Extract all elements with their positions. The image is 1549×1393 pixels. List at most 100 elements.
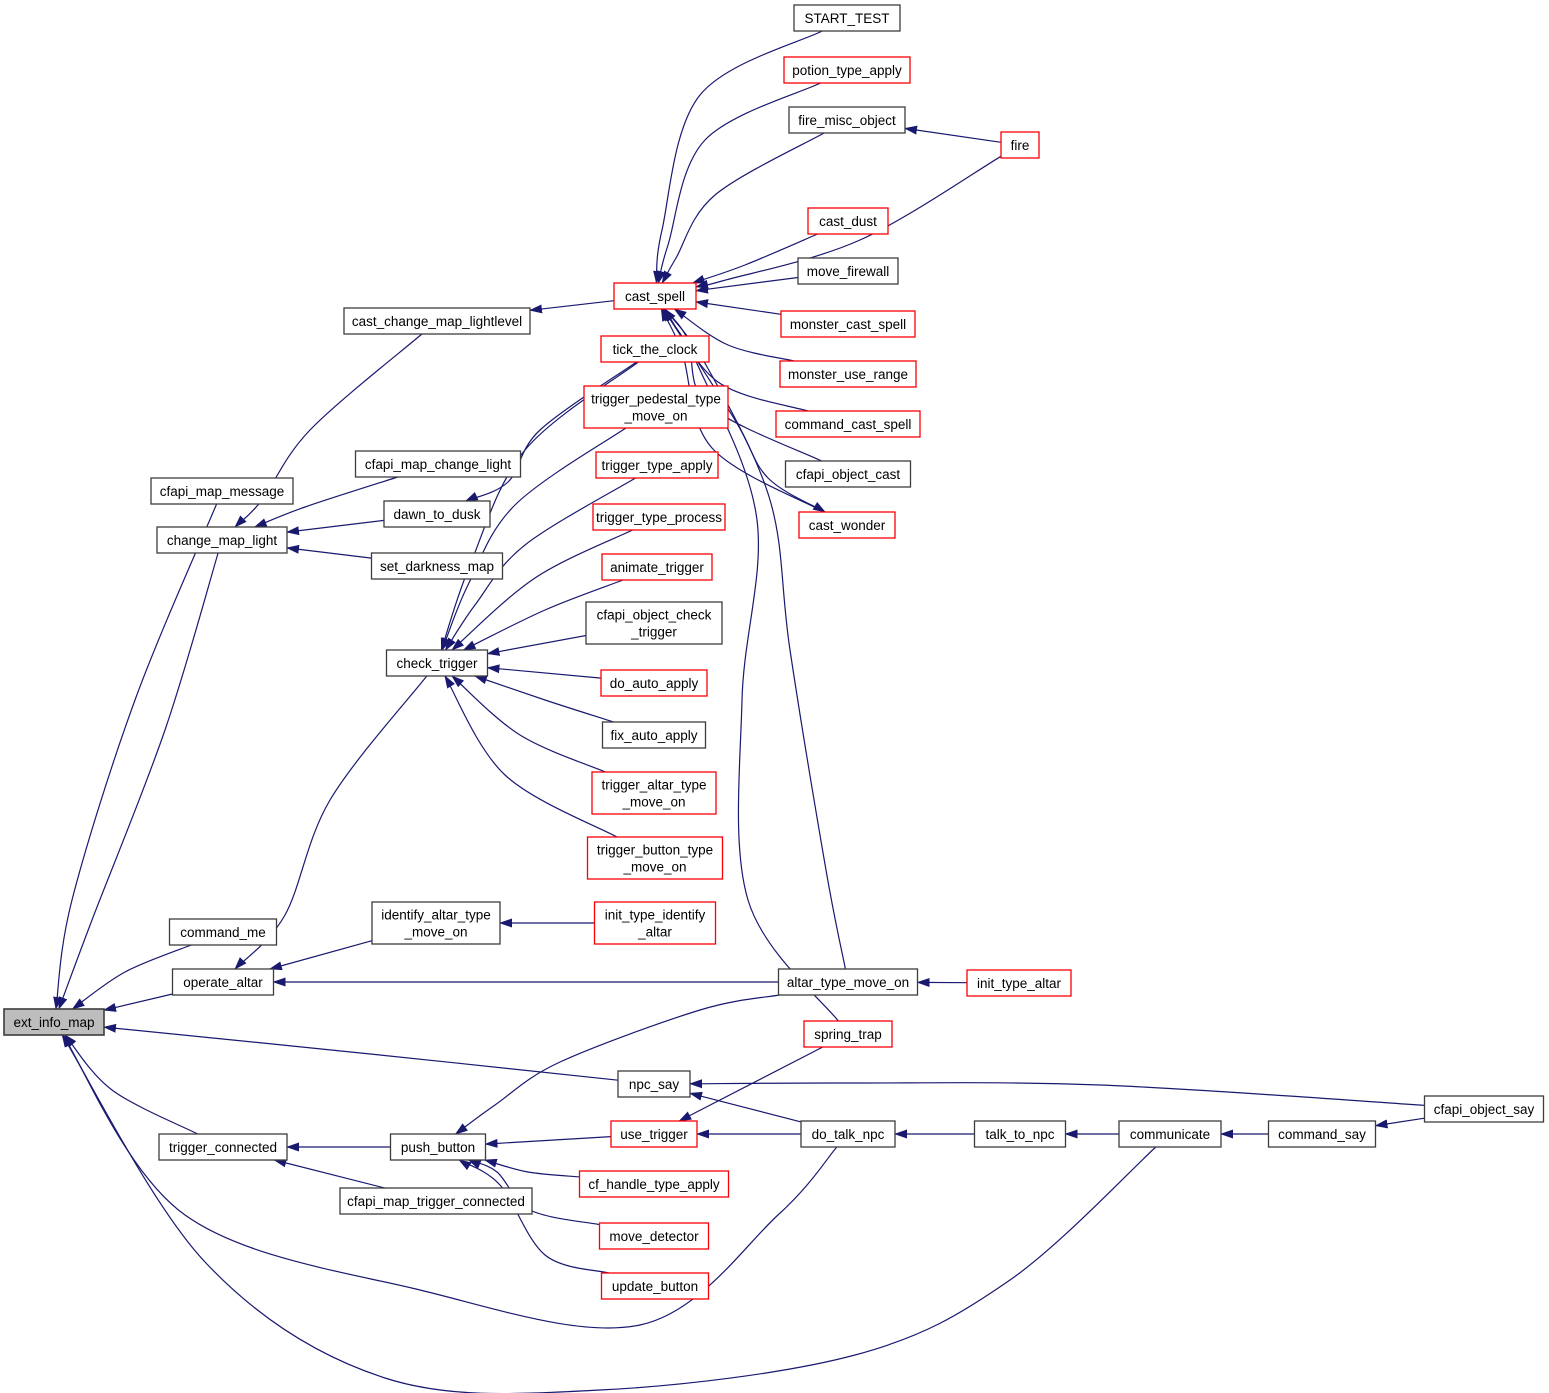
node-fire_misc_object[interactable]: fire_misc_object xyxy=(788,106,906,134)
node-box-move_detector[interactable] xyxy=(598,1222,710,1250)
node-box-potion_type_apply[interactable] xyxy=(783,56,911,84)
node-ext_info_map[interactable]: ext_info_map xyxy=(3,1008,105,1036)
node-trigger_type_apply[interactable]: trigger_type_apply xyxy=(595,451,719,479)
node-box-cf_handle_type_apply[interactable] xyxy=(578,1170,730,1198)
node-update_button[interactable]: update_button xyxy=(600,1272,710,1300)
node-box-init_type_altar[interactable] xyxy=(966,969,1072,997)
node-talk_to_npc[interactable]: talk_to_npc xyxy=(973,1120,1067,1148)
node-cfapi_map_message[interactable]: cfapi_map_message xyxy=(150,477,294,505)
node-move_detector[interactable]: move_detector xyxy=(598,1222,710,1250)
node-box-trigger_type_apply[interactable] xyxy=(595,451,719,479)
node-trigger_altar_type_move_on[interactable]: trigger_altar_type _move_on xyxy=(591,771,717,815)
node-command_say[interactable]: command_say xyxy=(1267,1120,1377,1148)
node-box-dawn_to_dusk[interactable] xyxy=(383,500,491,528)
node-box-command_me[interactable] xyxy=(168,918,278,946)
node-box-trigger_type_process[interactable] xyxy=(592,503,726,531)
node-START_TEST[interactable]: START_TEST xyxy=(793,4,901,32)
node-cfapi_object_say[interactable]: cfapi_object_say xyxy=(1423,1095,1545,1123)
node-command_cast_spell[interactable]: command_cast_spell xyxy=(775,410,921,438)
node-box-identify_altar_type_move_on[interactable] xyxy=(371,901,501,945)
node-potion_type_apply[interactable]: potion_type_apply xyxy=(783,56,911,84)
node-box-cfapi_map_trigger_connected[interactable] xyxy=(339,1187,533,1215)
node-box-talk_to_npc[interactable] xyxy=(973,1120,1067,1148)
node-command_me[interactable]: command_me xyxy=(168,918,278,946)
node-box-monster_cast_spell[interactable] xyxy=(780,310,916,338)
node-init_type_identify_altar[interactable]: init_type_identify _altar xyxy=(593,901,717,945)
node-box-cast_spell[interactable] xyxy=(613,282,697,310)
node-box-cfapi_object_cast[interactable] xyxy=(784,460,912,488)
node-dawn_to_dusk[interactable]: dawn_to_dusk xyxy=(383,500,491,528)
node-animate_trigger[interactable]: animate_trigger xyxy=(601,553,713,581)
node-box-do_auto_apply[interactable] xyxy=(600,669,708,697)
node-tick_the_clock[interactable]: tick_the_clock xyxy=(600,335,710,363)
node-do_talk_npc[interactable]: do_talk_npc xyxy=(800,1120,896,1148)
node-trigger_pedestal_type_move_on[interactable]: trigger_pedestal_type _move_on xyxy=(583,385,729,429)
node-box-command_say[interactable] xyxy=(1267,1120,1377,1148)
node-box-animate_trigger[interactable] xyxy=(601,553,713,581)
node-box-fire_misc_object[interactable] xyxy=(788,106,906,134)
node-box-command_cast_spell[interactable] xyxy=(775,410,921,438)
node-altar_type_move_on[interactable]: altar_type_move_on xyxy=(777,968,919,996)
node-trigger_button_type_move_on[interactable]: trigger_button_type _move_on xyxy=(586,836,724,880)
node-fix_auto_apply[interactable]: fix_auto_apply xyxy=(601,721,707,749)
node-init_type_altar[interactable]: init_type_altar xyxy=(966,969,1072,997)
node-box-cast_wonder[interactable] xyxy=(798,511,896,539)
node-cfapi_map_trigger_connected[interactable]: cfapi_map_trigger_connected xyxy=(339,1187,533,1215)
node-identify_altar_type_move_on[interactable]: identify_altar_type _move_on xyxy=(371,901,501,945)
node-box-fire[interactable] xyxy=(1000,131,1040,159)
node-box-update_button[interactable] xyxy=(600,1272,710,1300)
node-cfapi_object_cast[interactable]: cfapi_object_cast xyxy=(784,460,912,488)
node-box-init_type_identify_altar[interactable] xyxy=(593,901,717,945)
node-box-do_talk_npc[interactable] xyxy=(800,1120,896,1148)
node-box-set_darkness_map[interactable] xyxy=(370,552,504,580)
node-trigger_type_process[interactable]: trigger_type_process xyxy=(592,503,726,531)
node-cfapi_object_check_trigger[interactable]: cfapi_object_check _trigger xyxy=(585,601,723,645)
node-change_map_light[interactable]: change_map_light xyxy=(156,526,288,554)
node-monster_cast_spell[interactable]: monster_cast_spell xyxy=(780,310,916,338)
node-cast_spell[interactable]: cast_spell xyxy=(613,282,697,310)
node-box-push_button[interactable] xyxy=(389,1133,487,1161)
node-box-START_TEST[interactable] xyxy=(793,4,901,32)
node-box-operate_altar[interactable] xyxy=(171,968,275,996)
node-box-trigger_altar_type_move_on[interactable] xyxy=(591,771,717,815)
node-fire[interactable]: fire xyxy=(1000,131,1040,159)
node-box-cast_dust[interactable] xyxy=(807,207,889,235)
node-cast_wonder[interactable]: cast_wonder xyxy=(798,511,896,539)
node-set_darkness_map[interactable]: set_darkness_map xyxy=(370,552,504,580)
node-move_firewall[interactable]: move_firewall xyxy=(797,257,899,285)
node-box-communicate[interactable] xyxy=(1118,1120,1222,1148)
node-box-trigger_pedestal_type_move_on[interactable] xyxy=(583,385,729,429)
node-spring_trap[interactable]: spring_trap xyxy=(803,1020,893,1048)
node-box-check_trigger[interactable] xyxy=(385,649,489,677)
node-do_auto_apply[interactable]: do_auto_apply xyxy=(600,669,708,697)
node-box-cfapi_object_check_trigger[interactable] xyxy=(585,601,723,645)
node-push_button[interactable]: push_button xyxy=(389,1133,487,1161)
node-box-use_trigger[interactable] xyxy=(610,1120,698,1148)
node-use_trigger[interactable]: use_trigger xyxy=(610,1120,698,1148)
node-box-fix_auto_apply[interactable] xyxy=(601,721,707,749)
node-trigger_connected[interactable]: trigger_connected xyxy=(158,1133,288,1161)
node-cf_handle_type_apply[interactable]: cf_handle_type_apply xyxy=(578,1170,730,1198)
node-cfapi_map_change_light[interactable]: cfapi_map_change_light xyxy=(354,450,522,478)
node-box-cast_change_map_lightlevel[interactable] xyxy=(343,307,531,335)
node-operate_altar[interactable]: operate_altar xyxy=(171,968,275,996)
node-box-trigger_button_type_move_on[interactable] xyxy=(586,836,724,880)
node-box-change_map_light[interactable] xyxy=(156,526,288,554)
node-communicate[interactable]: communicate xyxy=(1118,1120,1222,1148)
node-box-cfapi_object_say[interactable] xyxy=(1423,1095,1545,1123)
node-box-altar_type_move_on[interactable] xyxy=(777,968,919,996)
node-cast_dust[interactable]: cast_dust xyxy=(807,207,889,235)
node-cast_change_map_lightlevel[interactable]: cast_change_map_lightlevel xyxy=(343,307,531,335)
node-box-trigger_connected[interactable] xyxy=(158,1133,288,1161)
node-box-move_firewall[interactable] xyxy=(797,257,899,285)
node-npc_say[interactable]: npc_say xyxy=(617,1070,691,1098)
node-box-ext_info_map[interactable] xyxy=(3,1008,105,1036)
node-box-tick_the_clock[interactable] xyxy=(600,335,710,363)
node-box-npc_say[interactable] xyxy=(617,1070,691,1098)
node-box-cfapi_map_change_light[interactable] xyxy=(354,450,522,478)
node-box-monster_use_range[interactable] xyxy=(779,360,917,388)
node-monster_use_range[interactable]: monster_use_range xyxy=(779,360,917,388)
node-box-spring_trap[interactable] xyxy=(803,1020,893,1048)
node-check_trigger[interactable]: check_trigger xyxy=(385,649,489,677)
node-box-cfapi_map_message[interactable] xyxy=(150,477,294,505)
